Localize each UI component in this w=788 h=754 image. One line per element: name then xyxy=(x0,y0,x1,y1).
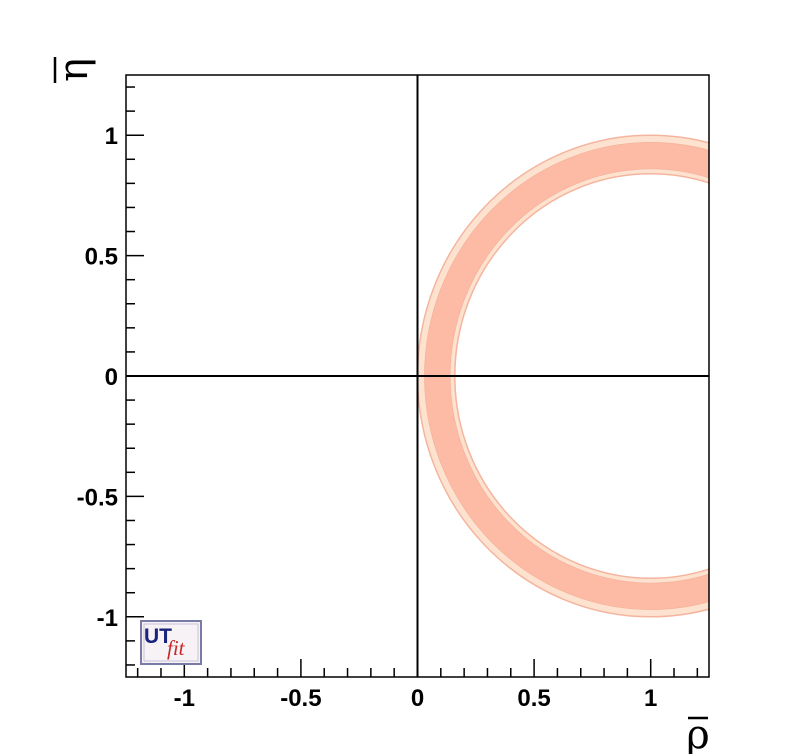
y-axis-title-text: η xyxy=(51,58,97,82)
y-tick-label: 1 xyxy=(105,123,118,150)
plot-area xyxy=(416,134,709,618)
y-tick-label: -1 xyxy=(97,605,118,632)
utfit-logo: UT fit xyxy=(140,620,202,665)
x-tick-label: 0.5 xyxy=(517,685,550,712)
x-axis-title: ρ xyxy=(686,712,710,754)
x-tick-label: -1 xyxy=(174,685,195,712)
utfit-logo-ut: UT xyxy=(144,625,172,648)
x-tick-label: 0 xyxy=(411,685,424,712)
reference-lines xyxy=(126,75,709,677)
x-tick-label: -0.5 xyxy=(280,685,321,712)
x-axis-title-text: ρ xyxy=(686,712,710,754)
utfit-logo-fit: fit xyxy=(167,636,186,660)
y-tick-label: -0.5 xyxy=(77,484,118,511)
y-tick-label: 0.5 xyxy=(85,244,118,271)
utfit-logo-inner-frame xyxy=(143,623,199,662)
utfit-logo-frame xyxy=(140,620,202,665)
y-tick-label: 0 xyxy=(105,364,118,391)
tick-labels: -1 -0.5 0 0.5 1 -1 -0.5 0 0.5 1 xyxy=(77,123,658,712)
constraint-band-0 xyxy=(416,134,709,618)
x-tick-label: 1 xyxy=(644,685,657,712)
constraint-band-1 xyxy=(424,142,709,610)
y-axis-title: η xyxy=(51,57,97,83)
